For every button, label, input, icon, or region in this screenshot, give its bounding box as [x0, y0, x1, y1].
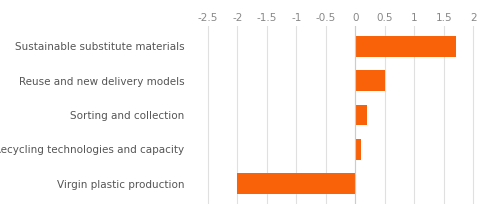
Bar	[355, 36, 456, 57]
Bar	[355, 139, 361, 160]
Bar	[355, 70, 384, 91]
Bar	[355, 105, 367, 125]
Bar	[237, 173, 355, 194]
